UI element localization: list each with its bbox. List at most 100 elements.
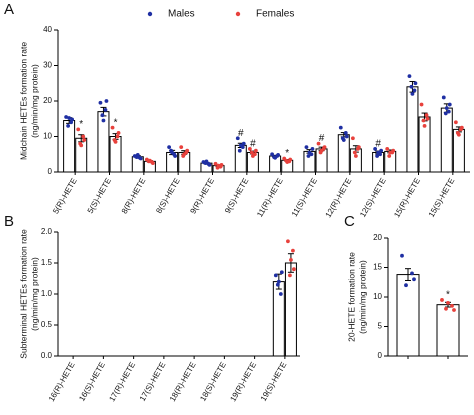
data-point	[167, 145, 172, 150]
x-tick-label: 9(R)-HETE	[188, 177, 216, 216]
data-point	[400, 253, 404, 258]
data-point	[238, 143, 243, 148]
significance-marker: #	[238, 128, 244, 139]
data-point	[352, 150, 357, 155]
x-tick-label: 8(R)-HETE	[120, 177, 148, 216]
significance-marker: *	[114, 117, 118, 128]
data-point	[344, 134, 349, 139]
data-point	[304, 145, 309, 150]
y-axis-label: (ng/min/mg protein)	[29, 64, 39, 138]
x-tick-label: 16(S)-HETE	[77, 361, 107, 403]
data-point	[70, 117, 75, 122]
data-point	[409, 84, 414, 89]
y-tick-label: 40	[43, 25, 52, 34]
data-point	[273, 273, 278, 278]
legend-marker	[235, 11, 241, 17]
data-point	[81, 134, 86, 139]
data-point	[276, 153, 281, 157]
data-point	[376, 150, 381, 155]
data-point	[101, 118, 106, 123]
data-point	[253, 148, 258, 153]
data-point	[410, 271, 414, 276]
data-point	[341, 138, 346, 142]
y-axis-label: 20-HETE formation rate	[346, 252, 356, 342]
data-point	[273, 155, 278, 160]
data-point	[306, 154, 311, 158]
data-point	[235, 136, 240, 141]
data-point	[100, 113, 105, 118]
data-point	[452, 308, 456, 312]
data-point	[138, 156, 143, 161]
data-point	[447, 102, 452, 107]
y-tick-label: 10	[373, 292, 382, 301]
data-point	[276, 279, 281, 284]
x-tick-label: 17(R)-HETE	[107, 361, 137, 404]
panel-letter: C	[344, 213, 355, 230]
data-point	[64, 115, 69, 119]
data-point	[207, 163, 212, 167]
y-tick-label: 30	[43, 61, 52, 70]
data-point	[213, 161, 218, 166]
x-tick-label: 11(R)-HETE	[255, 177, 285, 219]
panel-letter: A	[4, 1, 14, 18]
x-tick-label: 11(S)-HETE	[290, 177, 319, 219]
x-tick-label: 15(R)-HETE	[392, 177, 422, 220]
significance-marker: *	[79, 119, 83, 130]
y-tick-label: 1.0	[41, 289, 53, 298]
data-point	[322, 145, 327, 150]
data-point	[316, 141, 321, 146]
data-point	[446, 301, 450, 305]
data-point	[150, 161, 155, 166]
y-tick-label: 2.0	[41, 227, 53, 236]
x-tick-label: 5(S)-HETE	[86, 177, 113, 215]
data-point	[412, 277, 416, 282]
data-point	[424, 113, 429, 118]
data-point	[185, 148, 190, 153]
data-point	[104, 99, 109, 103]
data-point	[444, 306, 448, 311]
data-point	[353, 154, 358, 158]
data-point	[375, 154, 380, 158]
x-tick-label: 18(S)-HETE	[198, 361, 228, 403]
data-point	[67, 116, 72, 120]
y-tick-label: 10	[43, 132, 52, 141]
significance-marker: #	[250, 139, 256, 150]
data-point	[250, 154, 255, 158]
data-point	[98, 100, 103, 105]
data-point	[385, 147, 390, 151]
data-point	[310, 147, 315, 151]
y-tick-label: 0	[48, 167, 53, 176]
data-point	[292, 267, 296, 272]
data-point	[182, 152, 187, 157]
data-point	[237, 148, 242, 153]
data-point	[307, 150, 312, 155]
data-point	[241, 141, 246, 146]
data-point	[391, 148, 396, 153]
data-point	[270, 152, 275, 157]
data-point	[289, 258, 293, 262]
x-tick-label: 19(S)-HETE	[259, 361, 289, 403]
x-tick-label: 12(S)-HETE	[358, 177, 388, 219]
data-point	[291, 248, 295, 253]
data-point	[82, 138, 87, 142]
x-tick-label: 5(R)-HETE	[51, 177, 79, 216]
data-point	[343, 131, 348, 135]
data-point	[135, 153, 140, 157]
significance-marker: #	[319, 133, 325, 144]
y-axis-label: (ng/min/mg protein)	[29, 257, 39, 331]
x-tick-label: 19(R)-HETE	[228, 361, 258, 404]
data-point	[116, 131, 121, 135]
data-point	[422, 123, 427, 128]
data-point	[113, 139, 118, 144]
data-point	[173, 154, 178, 158]
data-point	[459, 125, 464, 130]
data-point	[147, 158, 152, 163]
data-point	[278, 292, 283, 296]
data-point	[338, 125, 343, 130]
data-point	[446, 109, 451, 114]
y-tick-label: 0.5	[41, 320, 53, 329]
data-point	[440, 298, 444, 302]
data-point	[286, 239, 290, 244]
data-point	[387, 154, 392, 158]
